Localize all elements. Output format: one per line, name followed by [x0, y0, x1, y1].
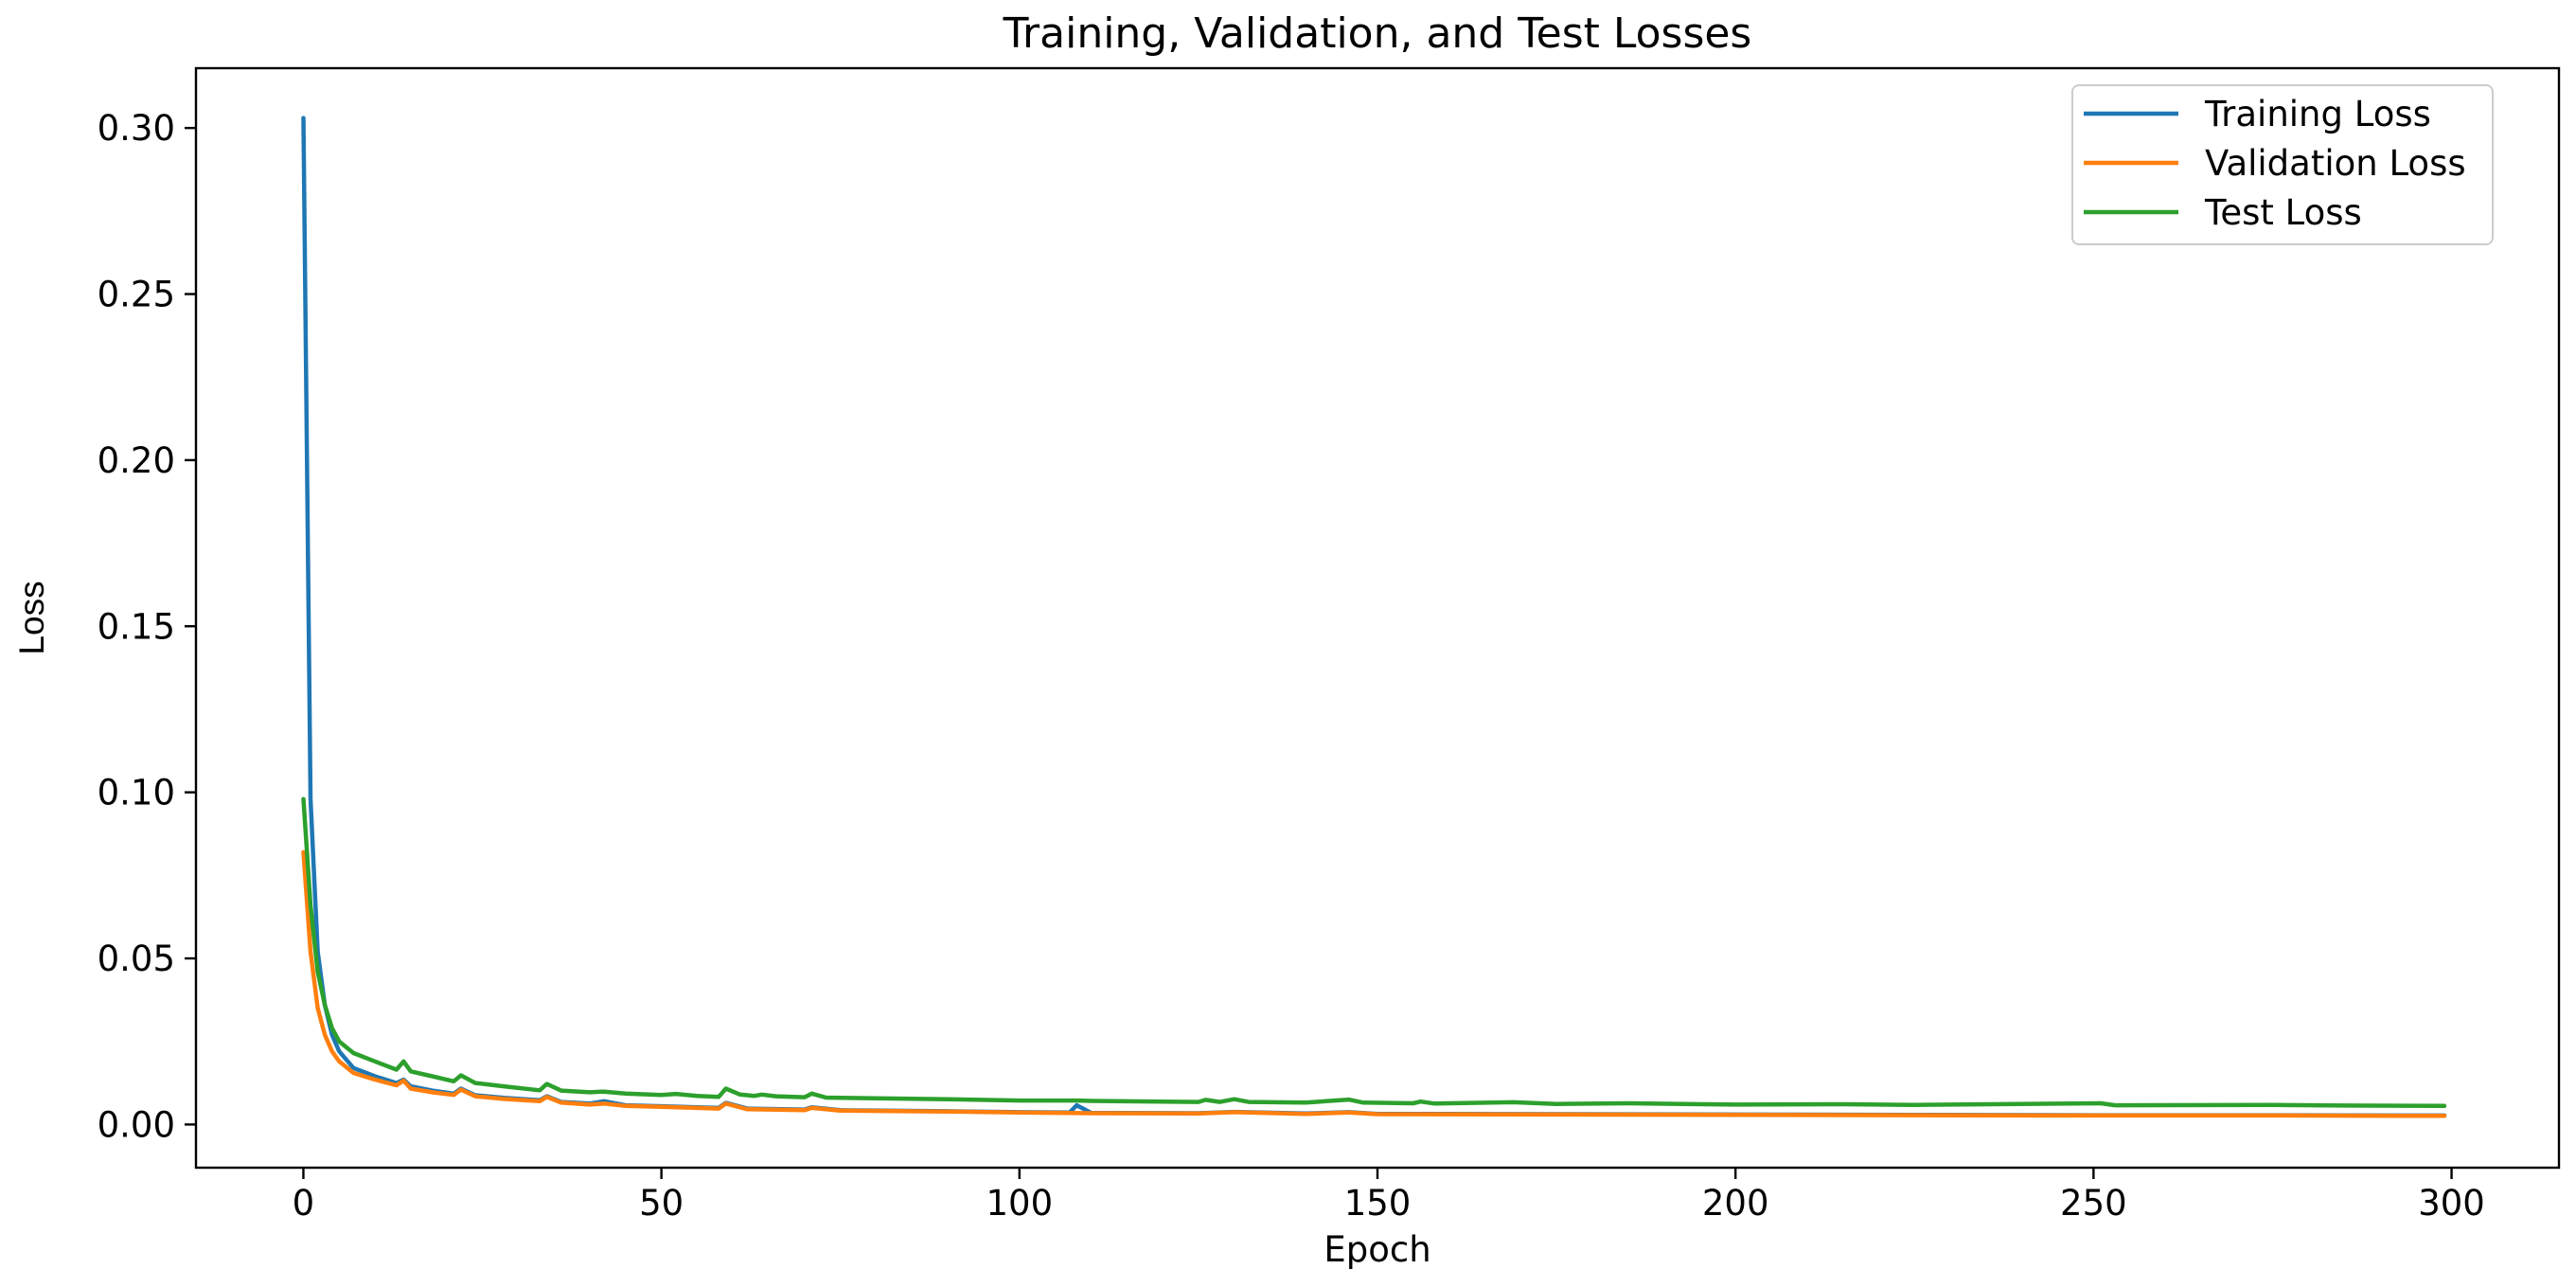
y-tick-label: 0.20: [98, 440, 175, 481]
x-tick-label: 250: [2060, 1183, 2127, 1224]
legend: Training Loss Validation Loss Test Loss: [2071, 84, 2494, 245]
legend-label: Training Loss: [2204, 94, 2431, 134]
x-tick-label: 50: [639, 1183, 684, 1224]
x-tick-label: 150: [1344, 1183, 1412, 1224]
ticks-layer: 0 50 100 150 200 250 300 0.00 0.05 0.10 0.15 0.20 0.…: [98, 108, 2485, 1224]
series-line-1: [301, 849, 2447, 1118]
y-tick-label: 0.10: [98, 773, 175, 813]
series-layer: [301, 116, 2447, 1118]
y-tick-label: 0.30: [98, 108, 175, 149]
legend-box: [2071, 84, 2494, 245]
y-axis-label: Loss: [12, 581, 51, 654]
plot-frame: [194, 66, 2561, 1170]
y-tick-label: 0.25: [98, 275, 175, 315]
y-tick-label: 0.05: [98, 938, 175, 979]
y-tick-label: 0.00: [98, 1104, 175, 1145]
chart-title: Training, Validation, and Test Losses: [1003, 9, 1752, 58]
legend-label: Validation Loss: [2205, 143, 2466, 184]
x-tick-label: 0: [293, 1183, 315, 1224]
x-tick-label: 100: [986, 1183, 1054, 1224]
x-tick-label: 300: [2418, 1183, 2485, 1224]
series-line-2: [301, 796, 2447, 1109]
x-tick-label: 200: [1702, 1183, 1769, 1224]
y-tick-label: 0.15: [98, 606, 175, 647]
x-axis-label: Epoch: [1324, 1229, 1430, 1270]
legend-label: Test Loss: [2204, 192, 2362, 233]
